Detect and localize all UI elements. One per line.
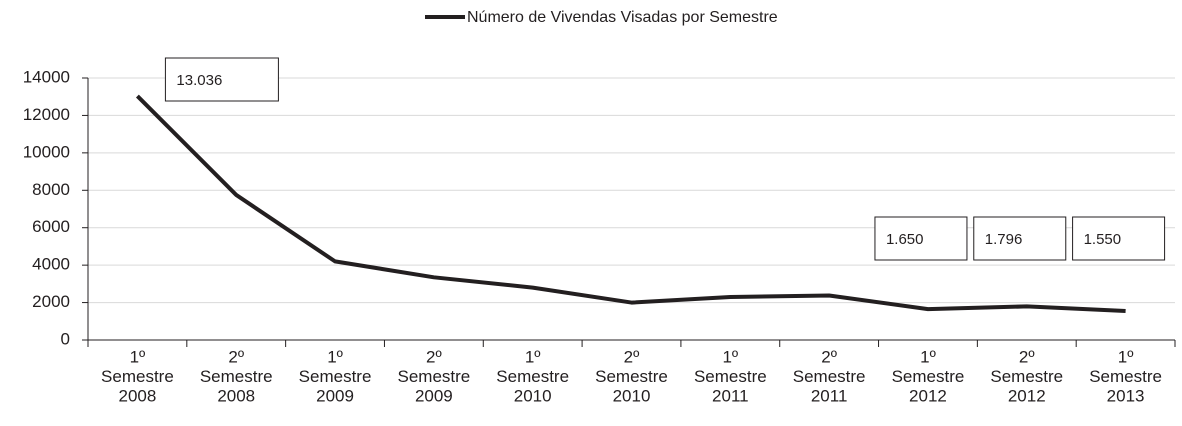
x-tick-label: Semestre (595, 367, 668, 386)
x-tick-label: 2º (228, 347, 244, 366)
x-tick-label: 1º (722, 347, 738, 366)
x-tick-label: Semestre (1089, 367, 1162, 386)
x-tick-label: 2011 (712, 386, 749, 405)
x-tick-label: Semestre (101, 367, 174, 386)
x-tick-label: 2011 (811, 386, 848, 405)
x-tick-label: 2º (821, 347, 837, 366)
x-tick-label: 1º (130, 347, 146, 366)
data-label-box (874, 216, 968, 261)
y-tick-label: 4000 (32, 255, 70, 274)
x-tick-label: Semestre (299, 367, 372, 386)
line-series (135, 94, 1126, 313)
x-tick-label: 2012 (909, 386, 947, 405)
x-tick-label: 2º (426, 347, 442, 366)
x-tick-label: 1º (1118, 347, 1134, 366)
y-tick-label: 8000 (32, 180, 70, 199)
x-tick-label: Semestre (496, 367, 569, 386)
x-tick-label: 1º (920, 347, 936, 366)
x-tick-label: Semestre (793, 367, 866, 386)
data-label-box (164, 57, 279, 102)
x-tick-label: Semestre (694, 367, 767, 386)
legend-label: Número de Vivendas Visadas por Semestre (467, 9, 778, 26)
y-tick-label: 0 (61, 329, 70, 348)
x-tick-label: 2012 (1008, 386, 1046, 405)
x-tick-label: 2º (1019, 347, 1035, 366)
y-tick-label: 2000 (32, 292, 70, 311)
x-tick-label: 1º (525, 347, 541, 366)
x-tick-label: 2013 (1107, 386, 1145, 405)
x-tick-label: 2º (624, 347, 640, 366)
x-tick-label: Semestre (990, 367, 1063, 386)
x-tick-label: Semestre (892, 367, 965, 386)
y-tick-label: 10000 (23, 142, 70, 161)
x-tick-label: 1º (327, 347, 343, 366)
y-tick-label: 14000 (23, 67, 70, 86)
y-tick-label: 6000 (32, 217, 70, 236)
x-tick-label: 2010 (613, 386, 651, 405)
x-tick-label: 2010 (514, 386, 552, 405)
data-label: 13.036 (176, 72, 222, 89)
x-tick-label: 2009 (316, 386, 354, 405)
y-tick-label: 12000 (23, 105, 70, 124)
data-label: 1.550 (1084, 231, 1122, 248)
data-label-box (973, 216, 1067, 261)
data-label-box (1072, 216, 1166, 261)
x-tick-label: Semestre (200, 367, 273, 386)
x-tick-label: 2008 (217, 386, 255, 405)
x-tick-label: 2009 (415, 386, 453, 405)
x-tick-label: Semestre (397, 367, 470, 386)
data-label: 1.650 (886, 231, 924, 248)
x-tick-label: 2008 (118, 386, 156, 405)
data-label: 1.796 (985, 231, 1023, 248)
